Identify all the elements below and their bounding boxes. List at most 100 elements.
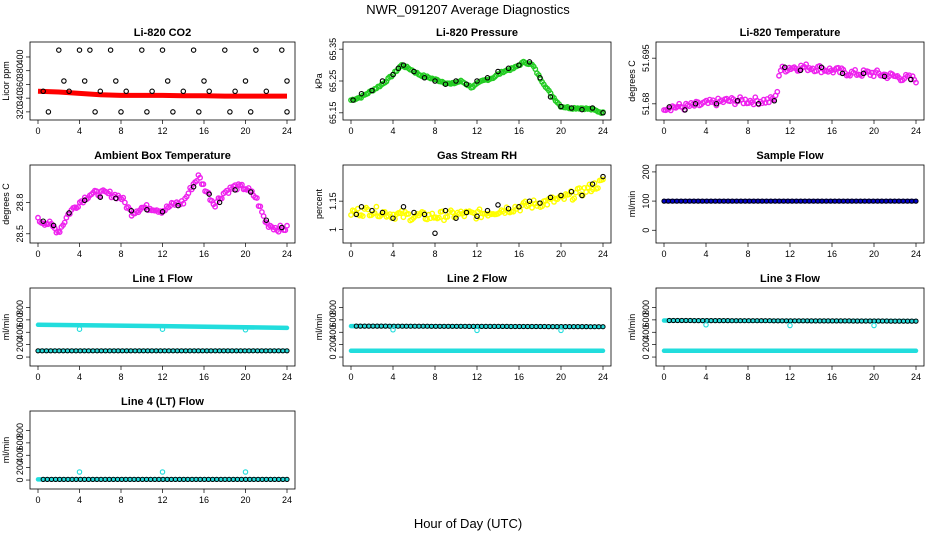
y-axis-label: kPa <box>314 73 324 89</box>
data-point <box>263 217 270 223</box>
y-tick-label: 380 <box>15 63 25 78</box>
plot-title: Ambient Box Temperature <box>94 150 231 162</box>
data-point <box>75 204 82 210</box>
plot-frame <box>29 164 296 244</box>
data-point <box>390 327 396 333</box>
y-tick-label: 800 <box>15 300 25 315</box>
y-tick-label: 360 <box>15 77 25 92</box>
x-tick-label: 0 <box>348 249 353 259</box>
y-tick-label: 340 <box>15 91 25 106</box>
data-point <box>218 195 225 202</box>
data-point <box>395 65 402 72</box>
data-point <box>913 318 919 324</box>
data-point <box>159 469 166 475</box>
data-point <box>238 181 245 188</box>
data-point <box>526 198 533 204</box>
y-axis-label: ml/min <box>1 437 11 464</box>
data-point <box>225 190 232 197</box>
series-reference <box>353 173 606 237</box>
series-spikes <box>390 327 564 334</box>
data-point <box>201 78 207 84</box>
x-tick-label: 24 <box>282 126 292 136</box>
series-spikes <box>76 469 249 475</box>
data-point <box>190 47 197 53</box>
x-tick-label: 16 <box>827 372 837 382</box>
page-title: NWR_091207 Average Diagnostics <box>366 2 570 17</box>
data-point <box>529 204 535 211</box>
data-point <box>432 230 438 237</box>
data-point <box>185 190 192 197</box>
y-axis-label: ml/min <box>314 314 324 341</box>
x-tick-label: 4 <box>703 126 708 136</box>
data-point <box>159 209 166 215</box>
data-point <box>505 65 512 72</box>
data-point <box>571 195 578 202</box>
data-point <box>350 97 356 103</box>
plot-title: Line 3 Flow <box>760 273 820 285</box>
x-tick-label: 20 <box>556 372 566 382</box>
data-point <box>547 94 554 100</box>
data-point <box>159 326 166 332</box>
data-point <box>495 202 501 208</box>
data-point <box>568 105 575 111</box>
data-point <box>476 206 483 213</box>
data-point <box>107 188 113 195</box>
data-trace <box>37 88 287 99</box>
y-tick-label: 800 <box>15 423 25 438</box>
series-spikes <box>76 326 249 333</box>
data-point <box>871 322 877 329</box>
data-point <box>600 176 606 183</box>
data-point <box>242 327 249 333</box>
data-point <box>175 202 181 209</box>
data-point <box>568 188 575 195</box>
data-point <box>787 322 793 329</box>
x-tick-label: 0 <box>661 249 666 259</box>
plot-frame <box>342 164 612 244</box>
x-tick-label: 12 <box>785 126 795 136</box>
y-tick-label: 200 <box>641 337 651 352</box>
data-point <box>56 47 62 53</box>
data-point <box>442 207 449 214</box>
data-point <box>369 207 375 214</box>
data-point <box>442 81 449 87</box>
data-point <box>576 185 583 192</box>
data-point <box>860 70 867 77</box>
x-tick-label: 12 <box>785 249 795 259</box>
panel-pressure: Li-820 Pressure kPa 0 4 8 12 16 20 24 65.15 65.25 6… <box>314 27 612 136</box>
data-point <box>61 78 67 84</box>
data-point <box>284 476 290 482</box>
data-point <box>164 78 171 84</box>
x-tick-label: 16 <box>827 249 837 259</box>
data-point <box>45 109 52 115</box>
data-point <box>589 105 596 111</box>
data-point <box>369 87 375 94</box>
data-point <box>40 218 46 224</box>
data-point <box>484 75 491 81</box>
data-point <box>881 73 888 80</box>
series-reference <box>40 47 290 115</box>
y-tick-label: 0 <box>15 355 25 360</box>
data-point <box>40 88 46 95</box>
data-point <box>206 88 212 95</box>
y-tick-label: 400 <box>15 325 25 340</box>
x-tick-label: 24 <box>911 249 921 259</box>
x-tick-label: 20 <box>869 249 879 259</box>
y-tick-label: 28.5 <box>15 225 25 243</box>
data-point <box>358 204 365 210</box>
y-tick-label: 600 <box>328 312 338 327</box>
data-point <box>232 187 238 193</box>
x-tick-label: 20 <box>869 126 879 136</box>
y-tick-label: 200 <box>641 164 651 179</box>
data-point <box>427 215 434 222</box>
data-point <box>411 209 417 216</box>
x-tick-label: 8 <box>118 249 123 259</box>
data-point <box>510 208 517 215</box>
panel-line4: Line 4 (LT) Flow ml/min 0 4 8 12 16 20 24 0 200400… <box>1 396 296 505</box>
series-reference <box>40 476 290 482</box>
y-tick-label: 800 <box>328 300 338 315</box>
x-tick-label: 8 <box>745 372 750 382</box>
x-tick-label: 0 <box>35 372 40 382</box>
data-point <box>516 62 522 68</box>
data-point <box>284 222 290 229</box>
